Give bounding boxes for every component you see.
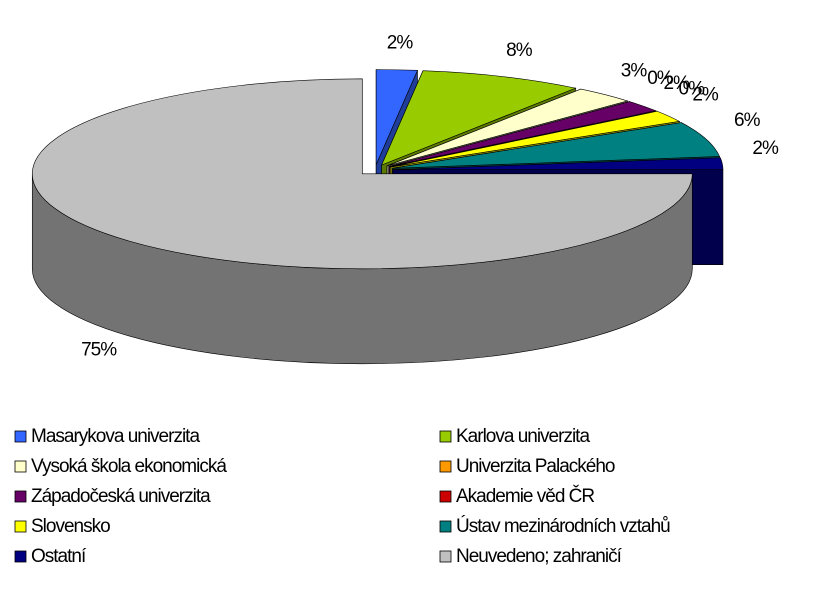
data-label: 75% (81, 340, 117, 361)
legend-label: Ostatní (31, 546, 87, 567)
data-label: 6% (734, 110, 761, 131)
legend-swatch (14, 520, 27, 533)
data-label: 2% (752, 138, 779, 159)
slice (381, 70, 577, 166)
legend-label: Akademie věd ČR (456, 485, 594, 507)
slice (392, 122, 720, 169)
slice (388, 101, 657, 167)
slice (392, 157, 724, 170)
legend-label: Slovensko (31, 516, 110, 537)
data-label: 8% (506, 40, 533, 61)
slice (386, 88, 629, 167)
legend-label: Univerzita Palackého (456, 456, 615, 477)
legend-label: Karlova univerzita (456, 426, 590, 447)
legend-swatch (439, 430, 452, 443)
data-label: 2% (663, 73, 690, 94)
legend-swatch (14, 550, 27, 563)
data-label: 2% (692, 85, 719, 106)
legend-label: Neuvedeno; zahraničí (456, 546, 623, 567)
data-label: 2% (387, 32, 414, 53)
legend-swatch (439, 490, 452, 503)
legend-swatch (439, 460, 452, 473)
data-label: 0% (679, 79, 706, 100)
data-label: 0% (647, 68, 674, 89)
data-label: 3% (621, 60, 648, 81)
slice (375, 69, 418, 165)
slice (32, 78, 693, 270)
legend-label: Vysoká škola ekonomická (31, 456, 227, 477)
legend-swatch (14, 430, 27, 443)
legend-swatch (14, 490, 27, 503)
legend-label: Masarykova univerzita (31, 426, 200, 447)
legend-label: Západočeská univerzita (31, 486, 211, 507)
legend-swatch (14, 460, 27, 473)
legend-swatch (439, 520, 452, 533)
slice (390, 110, 681, 168)
legend-label: Ústav mezinárodních vztahů (456, 515, 670, 537)
legend-swatch (439, 550, 452, 563)
